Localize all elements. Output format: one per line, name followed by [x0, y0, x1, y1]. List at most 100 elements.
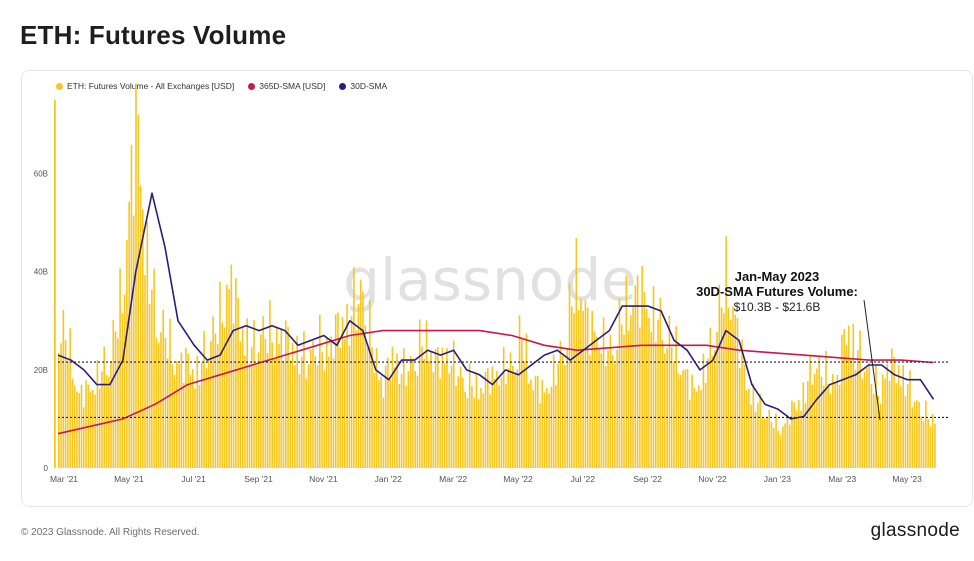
legend: ETH: Futures Volume - All Exchanges [USD… [56, 81, 387, 91]
volume-bar [210, 341, 212, 468]
volume-bar [920, 416, 923, 468]
volume-bar [493, 378, 496, 468]
volume-bar [212, 316, 214, 468]
volume-bar [196, 355, 199, 468]
volume-bar [353, 267, 355, 468]
volume-bar [843, 328, 845, 468]
volume-bar [325, 337, 328, 468]
volume-bar [643, 291, 646, 468]
volume-bar [264, 338, 267, 468]
annotation-title: Jan-May 2023 [735, 269, 820, 284]
page-title: ETH: Futures Volume [20, 20, 287, 50]
volume-bar [532, 390, 534, 468]
volume-bar [162, 309, 165, 468]
volume-bar [700, 389, 702, 468]
legend-swatch-futures-volume [56, 82, 63, 90]
volume-bar [559, 340, 562, 468]
volume-bar [654, 342, 657, 468]
y-tick-label: 0 [44, 464, 49, 473]
volume-bar [314, 356, 317, 468]
volume-bar [639, 327, 641, 468]
x-tick-label: Mar '21 [50, 474, 78, 484]
volume-bar [841, 334, 843, 468]
volume-bar [922, 421, 925, 468]
volume-bar [825, 350, 827, 468]
volume-bar [373, 372, 376, 468]
volume-bar [105, 374, 108, 468]
volume-bar [430, 351, 432, 468]
volume-bar [813, 373, 816, 468]
volume-bar [328, 356, 330, 468]
volume-bar [602, 317, 605, 468]
volume-bar [67, 360, 69, 468]
volume-bar [280, 328, 283, 468]
volume-bar [294, 365, 296, 468]
volume-bar [248, 363, 251, 468]
volume-bar [732, 306, 734, 468]
volume-bar [471, 386, 473, 468]
volume-bar [791, 400, 793, 468]
volume-bar [752, 383, 755, 468]
volume-bar [634, 285, 637, 468]
volume-bar [570, 306, 573, 468]
volume-bar [670, 347, 673, 468]
volume-bar [868, 362, 870, 468]
volume-bar [275, 326, 278, 468]
volume-bar [505, 384, 507, 468]
volume-bar [418, 319, 421, 468]
volume-bar [362, 291, 364, 468]
volume-bar [241, 328, 244, 468]
volume-bar [702, 353, 705, 468]
volume-bar [60, 343, 62, 468]
volume-bar [144, 275, 146, 468]
annotation-pointer [863, 299, 881, 421]
volume-bar [462, 377, 464, 468]
volume-bar [307, 364, 310, 468]
volume-bar [391, 346, 394, 468]
legend-item-365d-sma[interactable]: 365D-SMA [USD] [248, 81, 325, 91]
volume-bar [718, 284, 721, 468]
volume-bar [271, 342, 273, 468]
volume-bar [89, 391, 92, 468]
volume-bar [153, 268, 155, 468]
volume-bar [380, 376, 382, 468]
volume-bar [237, 298, 239, 468]
volume-bar [757, 402, 759, 468]
volume-bar [235, 278, 237, 468]
x-tick-label: Jul '21 [182, 474, 207, 484]
volume-bar [437, 347, 439, 468]
legend-item-30d-sma[interactable]: 30D-SMA [339, 81, 387, 91]
legend-item-futures-volume[interactable]: ETH: Futures Volume - All Exchanges [USD… [56, 81, 234, 91]
volume-bar [575, 237, 578, 468]
volume-bar [682, 370, 684, 468]
volume-bar [121, 313, 124, 468]
volume-bar [820, 376, 823, 468]
volume-bar [425, 320, 428, 468]
legend-label-futures-volume: ETH: Futures Volume - All Exchanges [USD… [67, 81, 235, 91]
volume-bar [759, 393, 761, 468]
volume-bar [761, 417, 764, 468]
volume-bar [881, 374, 884, 468]
volume-bar [157, 342, 160, 468]
volume-bar [266, 353, 269, 468]
volume-bar [482, 393, 485, 468]
volume-bar [364, 325, 367, 468]
volume-bar [321, 351, 323, 468]
volume-bar [698, 385, 700, 468]
volume-bar [319, 314, 321, 468]
volume-bar [852, 324, 855, 468]
volume-bar [666, 348, 668, 468]
x-tick-label: Mar '22 [439, 474, 467, 484]
volume-bar [716, 331, 718, 468]
x-tick-label: May '22 [503, 474, 533, 484]
volume-bar [689, 399, 691, 468]
volume-bar [768, 409, 771, 468]
volume-bar [423, 358, 426, 468]
volume-bar [677, 373, 680, 468]
volume-bar [836, 374, 839, 468]
volume-bar [477, 399, 480, 468]
volume-bar [891, 348, 893, 468]
volume-bar [847, 325, 850, 468]
volume-bar [793, 402, 796, 468]
volume-bar [811, 384, 814, 468]
